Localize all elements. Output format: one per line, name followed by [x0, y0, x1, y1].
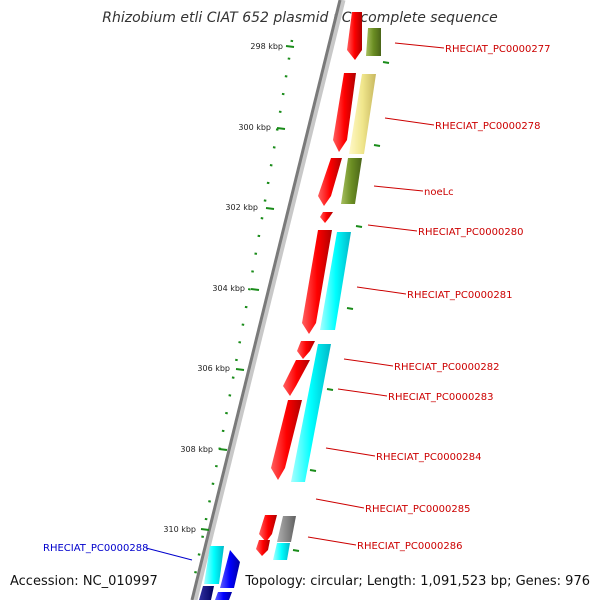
gene-label-286[interactable]: RHECIAT_PC0000286 [357, 541, 462, 552]
gene-284-rev [271, 400, 302, 480]
tick-300 [276, 127, 286, 130]
tick-label-302: 302 kbp [225, 203, 258, 212]
tick-310 [200, 528, 210, 531]
backbone-shadow [192, 0, 346, 600]
summary-label: Topology: circular; Length: 1,091,523 bp… [245, 574, 590, 589]
tick-306 [235, 368, 245, 371]
gene-280-rev [320, 212, 333, 223]
reverse-strand-genes [256, 12, 362, 556]
label-leader-highlight [145, 547, 193, 561]
gene-label-284[interactable]: RHECIAT_PC0000284 [376, 452, 481, 463]
gene-label-281[interactable]: RHECIAT_PC0000281 [407, 290, 512, 301]
gene-288b-fwd [220, 550, 240, 588]
gene-286-rev [259, 515, 277, 542]
gene-286b-fwd [273, 543, 290, 560]
tick-304 [250, 288, 260, 291]
gene-noeLc-rev [318, 158, 342, 206]
gene-labels: RHECIAT_PC0000277 RHECIAT_PC0000278 noeL… [43, 44, 550, 554]
gene-label-285[interactable]: RHECIAT_PC0000285 [365, 504, 470, 515]
tick-label-298: 298 kbp [250, 42, 283, 51]
gene-label-278[interactable]: RHECIAT_PC0000278 [435, 121, 540, 132]
tick-308 [218, 448, 228, 451]
gene-288-fwd [204, 546, 224, 584]
tick-labels: 298 kbp 300 kbp 302 kbp 304 kbp 306 kbp … [163, 42, 283, 534]
gene-281-rev [302, 230, 332, 334]
tick-302 [265, 207, 275, 210]
gene-286-fwd [277, 516, 296, 542]
gene-281-fwd [320, 232, 351, 330]
gene-290-fwd [215, 592, 232, 600]
gene-287-rev [256, 540, 270, 556]
gene-noeLc-fwd [341, 158, 362, 204]
gene-label-noeLc[interactable]: noeLc [424, 187, 454, 198]
map-title: Rhizobium etli CIAT 652 plasmid pC, comp… [102, 10, 498, 26]
gene-label-283[interactable]: RHECIAT_PC0000283 [388, 392, 493, 403]
major-ticks [200, 45, 295, 531]
gene-289-fwd [199, 586, 214, 600]
tick-298 [285, 45, 295, 48]
gene-label-277[interactable]: RHECIAT_PC0000277 [445, 44, 550, 55]
accession-label: Accession: NC_010997 [10, 574, 158, 589]
tick-label-306: 306 kbp [197, 364, 230, 373]
tick-label-308: 308 kbp [180, 445, 213, 454]
gene-label-288[interactable]: RHECIAT_PC0000288 [43, 543, 148, 554]
label-leaders [307, 42, 445, 546]
gene-277-rev [347, 12, 362, 60]
ruler-dotted-line [193, 39, 294, 576]
gene-278-fwd [349, 74, 376, 154]
gene-283-rev [283, 360, 310, 396]
forward-strand-genes [199, 28, 381, 600]
gene-284-fwd [291, 344, 331, 482]
outer-ticks [292, 61, 390, 552]
gene-label-282[interactable]: RHECIAT_PC0000282 [394, 362, 499, 373]
backbone-line [190, 0, 342, 600]
gene-label-280[interactable]: RHECIAT_PC0000280 [418, 227, 523, 238]
tick-label-310: 310 kbp [163, 525, 196, 534]
tick-label-300: 300 kbp [238, 123, 271, 132]
gene-277-fwd [366, 28, 381, 56]
gene-278-rev [333, 73, 356, 152]
gene-282-rev [297, 341, 315, 359]
tick-label-304: 304 kbp [212, 284, 245, 293]
